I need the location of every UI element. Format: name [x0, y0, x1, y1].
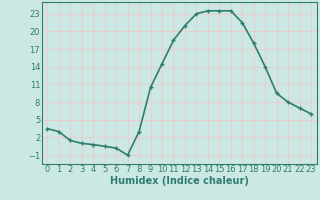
X-axis label: Humidex (Indice chaleur): Humidex (Indice chaleur): [110, 176, 249, 186]
